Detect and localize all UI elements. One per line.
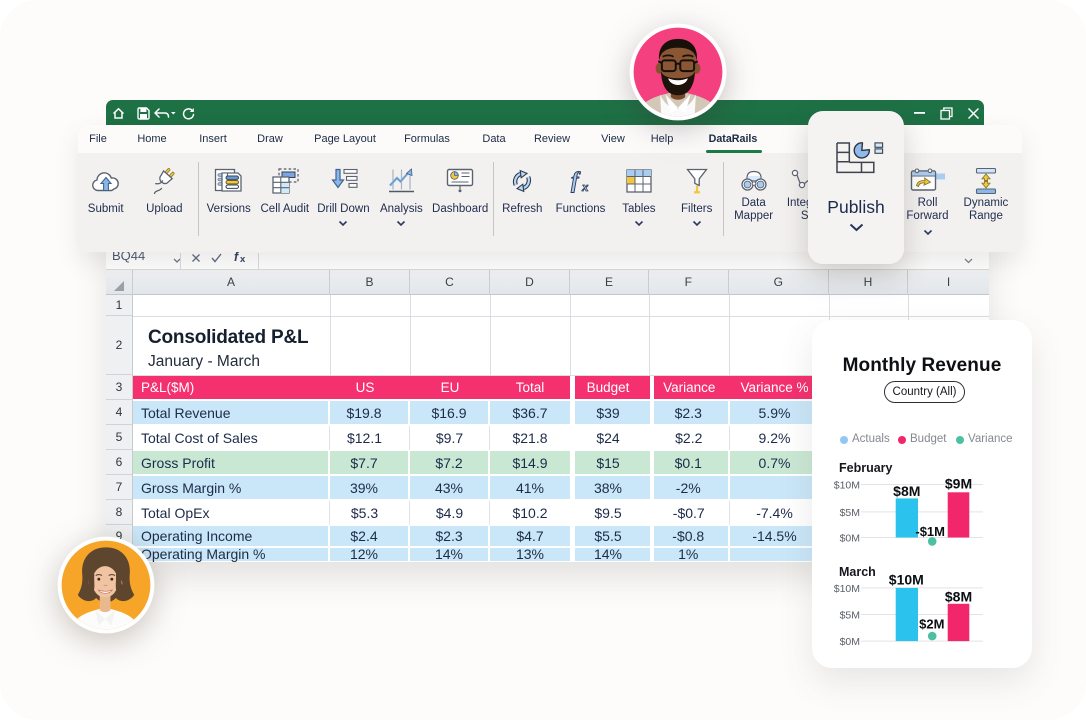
svg-text:$0M: $0M xyxy=(840,636,860,648)
svg-text:$8M: $8M xyxy=(893,483,920,499)
svg-text:$10M: $10M xyxy=(834,583,860,595)
svg-text:$9M: $9M xyxy=(945,476,972,492)
svg-text:f: f xyxy=(571,168,581,193)
svg-text:$10M: $10M xyxy=(834,480,860,492)
svg-text:$5M: $5M xyxy=(840,507,860,519)
svg-text:$0M: $0M xyxy=(840,533,860,545)
svg-text:x: x xyxy=(581,179,589,194)
svg-text:$5M: $5M xyxy=(840,610,860,622)
svg-text:$2M: $2M xyxy=(919,617,944,632)
svg-text:$8M: $8M xyxy=(945,589,972,605)
svg-text:-$1M: -$1M xyxy=(915,524,945,539)
svg-text:$10M: $10M xyxy=(889,572,924,588)
